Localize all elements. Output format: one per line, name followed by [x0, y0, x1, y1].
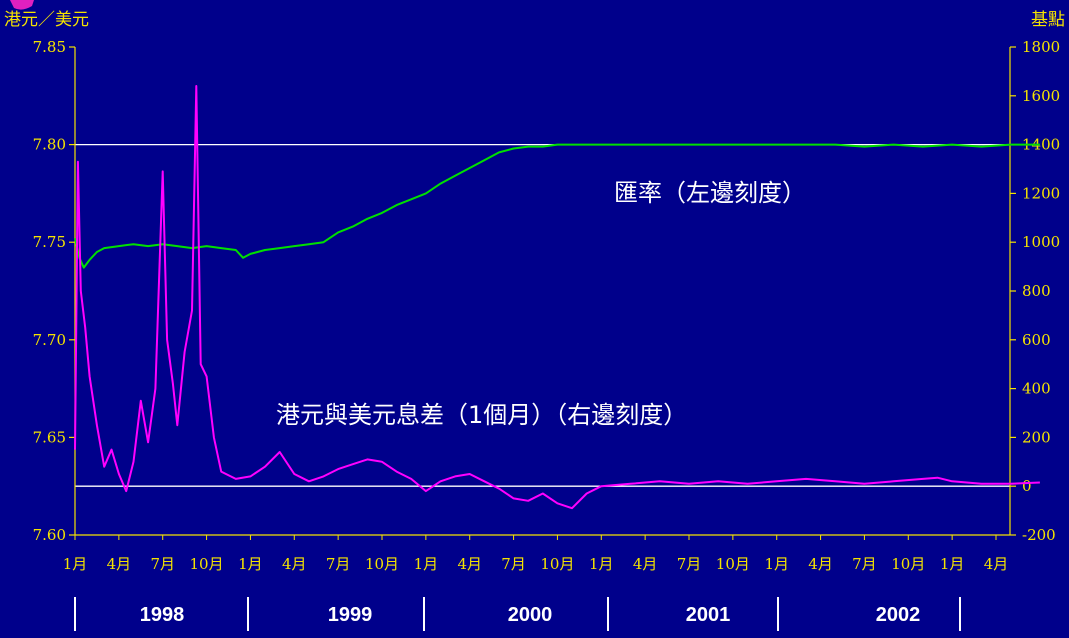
right-tick-label: 1000	[1022, 233, 1060, 251]
x-tick-label: 10月	[540, 555, 574, 573]
x-tick-label: 4月	[808, 555, 833, 573]
x-tick-label: 7月	[677, 555, 702, 573]
left-tick-label: 7.70	[33, 331, 66, 349]
right-tick-label: 600	[1022, 331, 1051, 349]
x-tick-label: 7月	[852, 555, 877, 573]
year-label: 1999	[328, 604, 373, 626]
x-tick-label: 4月	[457, 555, 482, 573]
series-layer	[74, 85, 1040, 510]
left-tick-label: 7.75	[33, 233, 66, 251]
left-axis-unit-label: 港元／美元	[4, 10, 89, 30]
x-tick-label: 10月	[365, 555, 399, 573]
right-tick-label: 0	[1022, 477, 1032, 495]
left-tick-label: 7.65	[33, 428, 66, 446]
corner-decoration	[10, 0, 34, 10]
right-tick-label: -200	[1022, 526, 1056, 544]
left-tick-label: 7.85	[33, 38, 66, 56]
year-bar: 1998 1999 2000 2001 2002	[74, 597, 961, 631]
right-tick-label: 1800	[1022, 38, 1060, 56]
x-tick-label: 10月	[891, 555, 925, 573]
x-tick-label: 1月	[764, 555, 789, 573]
x-tick-label: 4月	[633, 555, 658, 573]
x-tick-label: 1月	[238, 555, 263, 573]
right-tick-label: 1200	[1022, 184, 1060, 202]
left-tick-label: 7.60	[33, 526, 66, 544]
x-tick-label: 7月	[501, 555, 526, 573]
axes	[74, 47, 1011, 536]
right-tick-label: 1600	[1022, 87, 1060, 105]
x-tick-label: 10月	[716, 555, 750, 573]
x-tick-label: 10月	[190, 555, 224, 573]
exchange-rate-annotation: 匯率（左邊刻度）	[614, 179, 806, 207]
x-axis-month-ticks: 1月 4月 7月 10月 1月 4月 7月 10月 1月 4月 7月 10月 1月 4月 7月 10月 1月 4月…	[63, 535, 1009, 573]
x-tick-label: 4月	[282, 555, 307, 573]
x-tick-label: 7月	[326, 555, 351, 573]
right-axis-unit-label: 基點	[1031, 10, 1065, 30]
reference-lines	[75, 143, 1010, 487]
right-tick-label: 200	[1022, 428, 1051, 446]
year-label: 2001	[686, 604, 731, 626]
right-tick-label: 1400	[1022, 136, 1060, 154]
right-axis-ticks: 1800 1600 1400 1200 1000 800 600 400 200 0 -200	[1010, 38, 1060, 544]
x-tick-label: 1月	[940, 555, 965, 573]
spread-annotation: 港元與美元息差（1個月）（右邊刻度）	[276, 401, 687, 429]
right-tick-label: 400	[1022, 380, 1051, 398]
year-label: 1998	[140, 604, 185, 626]
exchange-rate-line	[74, 143, 1040, 269]
left-tick-label: 7.80	[33, 136, 66, 154]
year-label: 2002	[876, 604, 921, 626]
x-tick-label: 4月	[107, 555, 132, 573]
x-tick-label: 1月	[414, 555, 439, 573]
x-tick-label: 4月	[984, 555, 1009, 573]
x-tick-label: 1月	[589, 555, 614, 573]
spread-line	[74, 85, 1040, 510]
x-tick-label: 1月	[63, 555, 88, 573]
left-axis-ticks: 7.85 7.80 7.75 7.70 7.65 7.60	[33, 38, 75, 544]
x-tick-label: 7月	[150, 555, 175, 573]
year-label: 2000	[508, 604, 553, 626]
right-tick-label: 800	[1022, 282, 1051, 300]
